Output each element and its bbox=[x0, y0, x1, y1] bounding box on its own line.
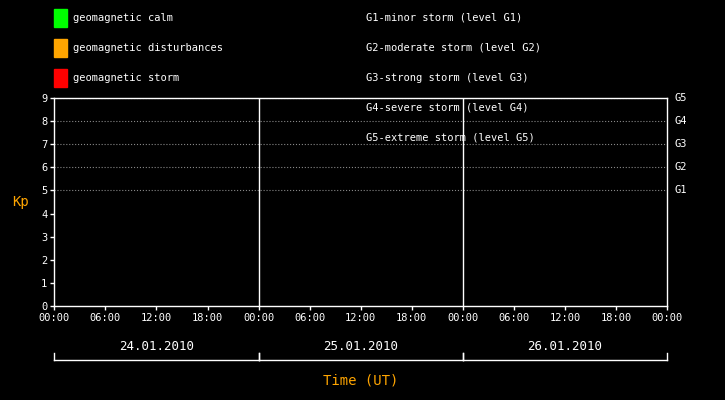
Text: Time (UT): Time (UT) bbox=[323, 373, 398, 387]
Text: G5-extreme storm (level G5): G5-extreme storm (level G5) bbox=[366, 133, 535, 143]
Text: G1: G1 bbox=[675, 186, 687, 196]
Text: Kp: Kp bbox=[12, 195, 29, 209]
Text: G3-strong storm (level G3): G3-strong storm (level G3) bbox=[366, 73, 529, 83]
Text: G2-moderate storm (level G2): G2-moderate storm (level G2) bbox=[366, 43, 541, 53]
Text: G4: G4 bbox=[675, 116, 687, 126]
Text: G5: G5 bbox=[675, 93, 687, 103]
Text: G1-minor storm (level G1): G1-minor storm (level G1) bbox=[366, 13, 523, 23]
Text: geomagnetic storm: geomagnetic storm bbox=[73, 73, 180, 83]
Text: geomagnetic disturbances: geomagnetic disturbances bbox=[73, 43, 223, 53]
Text: G3: G3 bbox=[675, 139, 687, 149]
Text: G2: G2 bbox=[675, 162, 687, 172]
Text: 25.01.2010: 25.01.2010 bbox=[323, 340, 398, 352]
Text: geomagnetic calm: geomagnetic calm bbox=[73, 13, 173, 23]
Text: 24.01.2010: 24.01.2010 bbox=[119, 340, 194, 352]
Text: 26.01.2010: 26.01.2010 bbox=[527, 340, 602, 352]
Text: G4-severe storm (level G4): G4-severe storm (level G4) bbox=[366, 103, 529, 113]
